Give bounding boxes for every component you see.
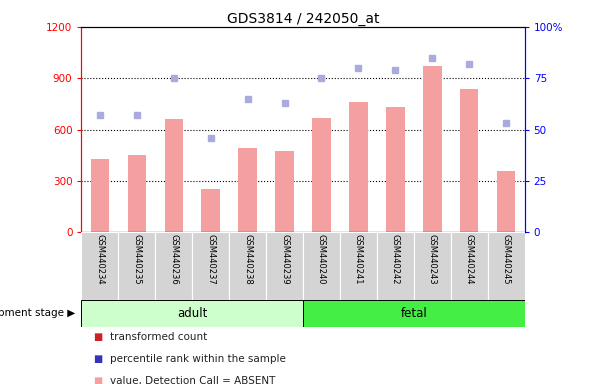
Bar [90, 159, 109, 232]
Bar [276, 151, 294, 232]
Text: adult: adult [177, 307, 207, 320]
Text: percentile rank within the sample: percentile rank within the sample [110, 354, 286, 364]
Text: GSM440243: GSM440243 [428, 234, 437, 285]
Text: GSM440239: GSM440239 [280, 234, 289, 285]
Bar [312, 118, 330, 232]
Text: GSM440240: GSM440240 [317, 234, 326, 285]
Bar [128, 155, 146, 232]
Bar [377, 232, 414, 300]
Text: ■: ■ [93, 332, 103, 342]
Bar [460, 88, 478, 232]
Bar [165, 119, 183, 232]
Bar [303, 300, 525, 327]
Text: GSM440237: GSM440237 [206, 234, 215, 285]
Bar [497, 170, 516, 232]
Title: GDS3814 / 242050_at: GDS3814 / 242050_at [227, 12, 379, 26]
Bar [118, 232, 156, 300]
Text: fetal: fetal [400, 307, 427, 320]
Text: GSM440245: GSM440245 [502, 234, 511, 285]
Bar [349, 102, 368, 232]
Text: GSM440235: GSM440235 [132, 234, 141, 285]
Text: GSM440244: GSM440244 [465, 234, 474, 285]
Text: value, Detection Call = ABSENT: value, Detection Call = ABSENT [110, 376, 276, 384]
Bar [201, 189, 220, 232]
Text: GSM440242: GSM440242 [391, 234, 400, 285]
Bar [303, 232, 340, 300]
Bar [81, 232, 118, 300]
Text: GSM440234: GSM440234 [95, 234, 104, 285]
Bar [156, 232, 192, 300]
Bar [229, 232, 266, 300]
Bar [238, 149, 257, 232]
Text: development stage ▶: development stage ▶ [0, 308, 75, 318]
Bar [192, 232, 229, 300]
Text: transformed count: transformed count [110, 332, 207, 342]
Bar [414, 232, 451, 300]
Bar [423, 66, 441, 232]
Text: GSM440238: GSM440238 [243, 234, 252, 285]
Text: ■: ■ [93, 376, 103, 384]
Bar [340, 232, 377, 300]
Text: ■: ■ [93, 354, 103, 364]
Bar [451, 232, 488, 300]
Bar [386, 108, 405, 232]
Bar [81, 300, 303, 327]
Bar [266, 232, 303, 300]
Bar [488, 232, 525, 300]
Text: GSM440241: GSM440241 [354, 234, 363, 285]
Text: GSM440236: GSM440236 [169, 234, 178, 285]
